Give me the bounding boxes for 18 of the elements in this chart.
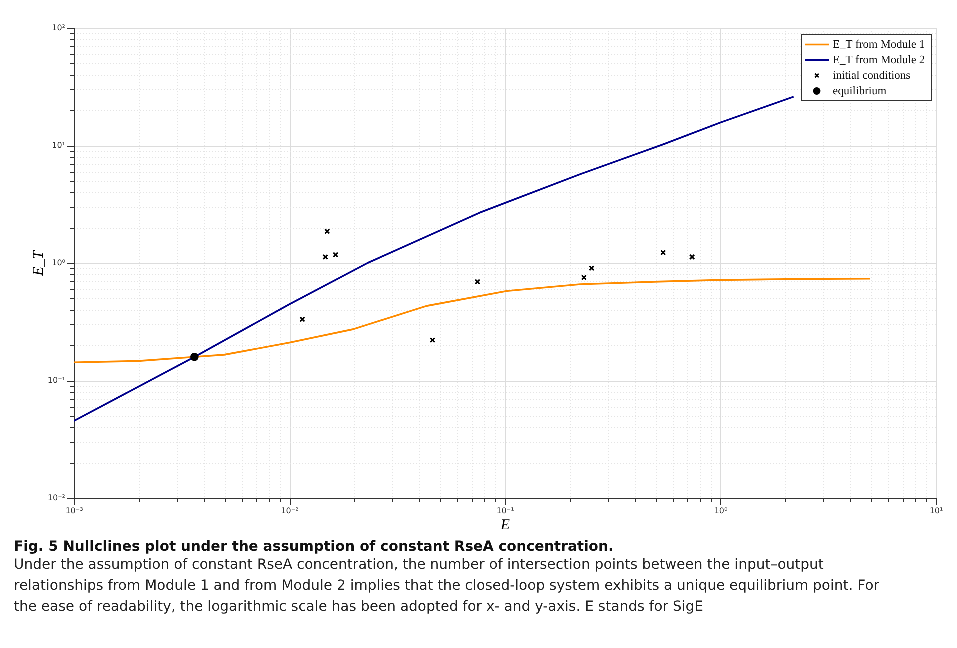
legend-label: equilibrium	[833, 85, 887, 98]
text: Under the assumption of constant RseA concentration, the number of intersection points between the input–output relationships from Module 1 and from Module 2 implies that the closed-loop system exhibits a unique equilibrium point. For the ease of readability, the logarithmic scale has been adopted for x- and y-axis. E stands for SigE	[14, 557, 880, 615]
y-tick-label: 10⁰	[52, 258, 66, 268]
legend-label: E_T from Module 1	[833, 38, 926, 51]
y-tick-label: 10⁻¹	[48, 376, 66, 385]
x-axis-title: E	[500, 518, 510, 534]
y-axis-title: E_T	[30, 249, 47, 278]
y-tick-label: 10²	[52, 24, 66, 32]
x-tick-label: 10⁻²	[281, 506, 299, 516]
x-tick-label: 10¹	[930, 506, 944, 516]
text: Fig. 5 Nullclines plot under the assumption of constant RseA concentration.	[14, 539, 614, 555]
x-tick-label: 10⁰	[714, 506, 728, 516]
y-tick-label: 10¹	[52, 141, 66, 150]
legend-label: E_T from Module 2	[833, 54, 926, 66]
y-tick-label: 10⁻²	[48, 494, 66, 502]
legend-label: initial conditions	[833, 70, 912, 82]
x-tick-label: 10⁻³	[66, 506, 84, 516]
x-tick-label: 10⁻¹	[496, 506, 514, 516]
